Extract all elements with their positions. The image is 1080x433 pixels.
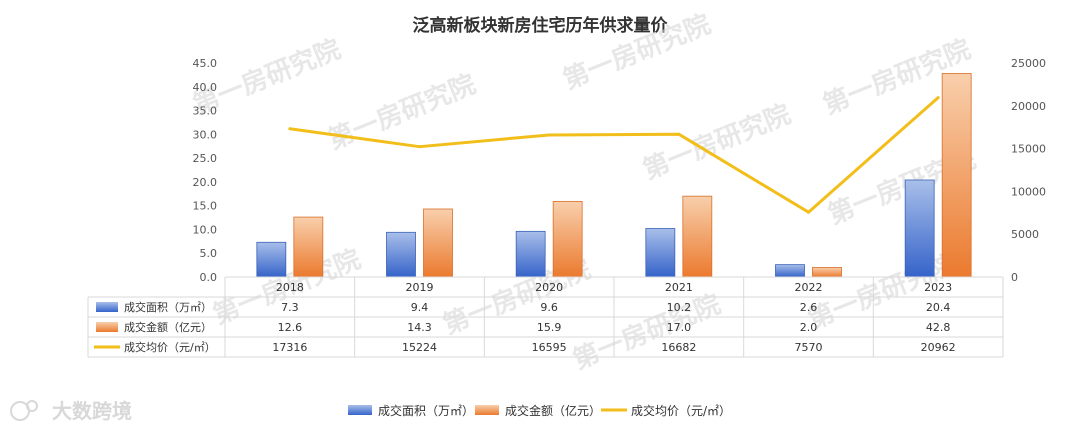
price-point-2023 (936, 96, 940, 100)
left-axis-tick: 0.0 (200, 271, 218, 284)
price-point-2022 (807, 210, 810, 214)
price-point-2020 (547, 133, 551, 137)
left-axis-tick: 20.0 (193, 176, 218, 189)
table-row-label: 成交均价（元/㎡） (124, 340, 216, 354)
table-cell: 17316 (272, 341, 307, 354)
price-point-2018 (288, 127, 292, 131)
category-label: 2020 (535, 281, 563, 294)
bar-area-2019 (386, 231, 416, 278)
right-axis-tick: 0 (1011, 271, 1018, 284)
category-label: 2022 (795, 281, 823, 294)
left-axis-tick: 5.0 (200, 247, 218, 260)
table-cell: 7.3 (281, 301, 299, 314)
line-series (288, 96, 940, 214)
logo: 大数跨境 (10, 399, 132, 423)
left-axis: 0.0 5.0 10.0 15.0 20.0 25.0 30.0 35.0 40.0 45.0 (193, 57, 218, 284)
table-cell: 16595 (532, 341, 567, 354)
category-label: 2021 (665, 281, 693, 294)
bar-area-2022 (775, 264, 805, 278)
legend-label-0: 成交面积（万㎡） (378, 403, 474, 418)
bar-amount-2018 (293, 216, 324, 278)
watermark-text: 第一房研究院 (639, 99, 795, 186)
legend-swatch-1 (475, 405, 499, 415)
legend-swatch-0 (348, 405, 372, 415)
bar-area-2021 (645, 228, 676, 278)
left-axis-tick: 25.0 (193, 152, 218, 165)
right-axis-tick: 10000 (1011, 185, 1046, 198)
table-row-label: 成交金额（亿元） (124, 320, 212, 334)
logo-text: 大数跨境 (52, 399, 132, 423)
table-cell: 10.2 (667, 301, 692, 314)
legend-label-1: 成交金额（亿元） (505, 403, 601, 418)
table-cell: 9.4 (411, 301, 429, 314)
left-axis-tick: 45.0 (193, 57, 218, 70)
bar-amount-2021 (682, 195, 713, 278)
left-axis-tick: 15.0 (193, 200, 218, 213)
table-cell: 20.4 (926, 301, 951, 314)
right-axis-tick: 15000 (1011, 143, 1046, 156)
right-axis-tick: 5000 (1011, 228, 1039, 241)
price-line (289, 96, 940, 214)
watermarks: 第一房研究院第一房研究院第一房研究院第一房研究院第一房研究院第一房研究院第一房研… (189, 9, 980, 376)
table-cell: 17.0 (667, 321, 692, 334)
bar-area-2018 (256, 241, 287, 278)
table-cell: 7570 (795, 341, 823, 354)
table-cell: 9.6 (540, 301, 558, 314)
table-key-1 (96, 322, 118, 332)
legend-label-2: 成交均价（元/㎡） (631, 403, 731, 418)
price-point-2021 (677, 132, 681, 136)
bar-amount-2022 (812, 267, 842, 278)
table-cell: 2.0 (800, 321, 818, 334)
left-axis-tick: 10.0 (193, 223, 218, 236)
bar-amount-2023 (941, 73, 972, 278)
table-cell: 2.6 (800, 301, 818, 314)
bars (256, 73, 972, 278)
chart-title: 泛高新板块新房住宅历年供求量价 (413, 15, 669, 36)
bar-area-2023 (904, 179, 935, 278)
legend: 成交面积（万㎡） 成交金额（亿元） 成交均价（元/㎡） (348, 403, 731, 418)
left-axis-tick: 35.0 (193, 105, 218, 118)
table-cell: 16682 (661, 341, 696, 354)
left-axis-tick: 40.0 (193, 81, 218, 94)
table-cell: 12.6 (278, 321, 303, 334)
table-cell: 42.8 (926, 321, 951, 334)
bar-amount-2019 (423, 208, 453, 278)
bar-area-2020 (515, 230, 546, 278)
right-axis: 0 5000 10000 15000 20000 25000 (1011, 57, 1046, 284)
right-axis-tick: 20000 (1011, 100, 1046, 113)
table-cell: 15.9 (537, 321, 562, 334)
left-axis-tick: 30.0 (193, 128, 218, 141)
table-cell: 14.3 (407, 321, 432, 334)
table-cell: 15224 (402, 341, 437, 354)
right-axis-tick: 25000 (1011, 57, 1046, 70)
table-cell: 20962 (921, 341, 956, 354)
table-key-0 (96, 302, 118, 312)
watermark-text: 第一房研究院 (569, 289, 725, 376)
price-point-2019 (418, 145, 421, 149)
category-label: 2019 (406, 281, 434, 294)
data-table: 2018 2019 2020 2021 2022 2023 成交面积（万㎡） 7.3 9.4 9.… (87, 276, 1004, 358)
bar-amount-2020 (552, 200, 583, 278)
category-label: 2018 (276, 281, 304, 294)
category-label: 2023 (924, 281, 952, 294)
table-row-label: 成交面积（万㎡） (124, 300, 212, 314)
logo-icon-dot (26, 400, 38, 412)
